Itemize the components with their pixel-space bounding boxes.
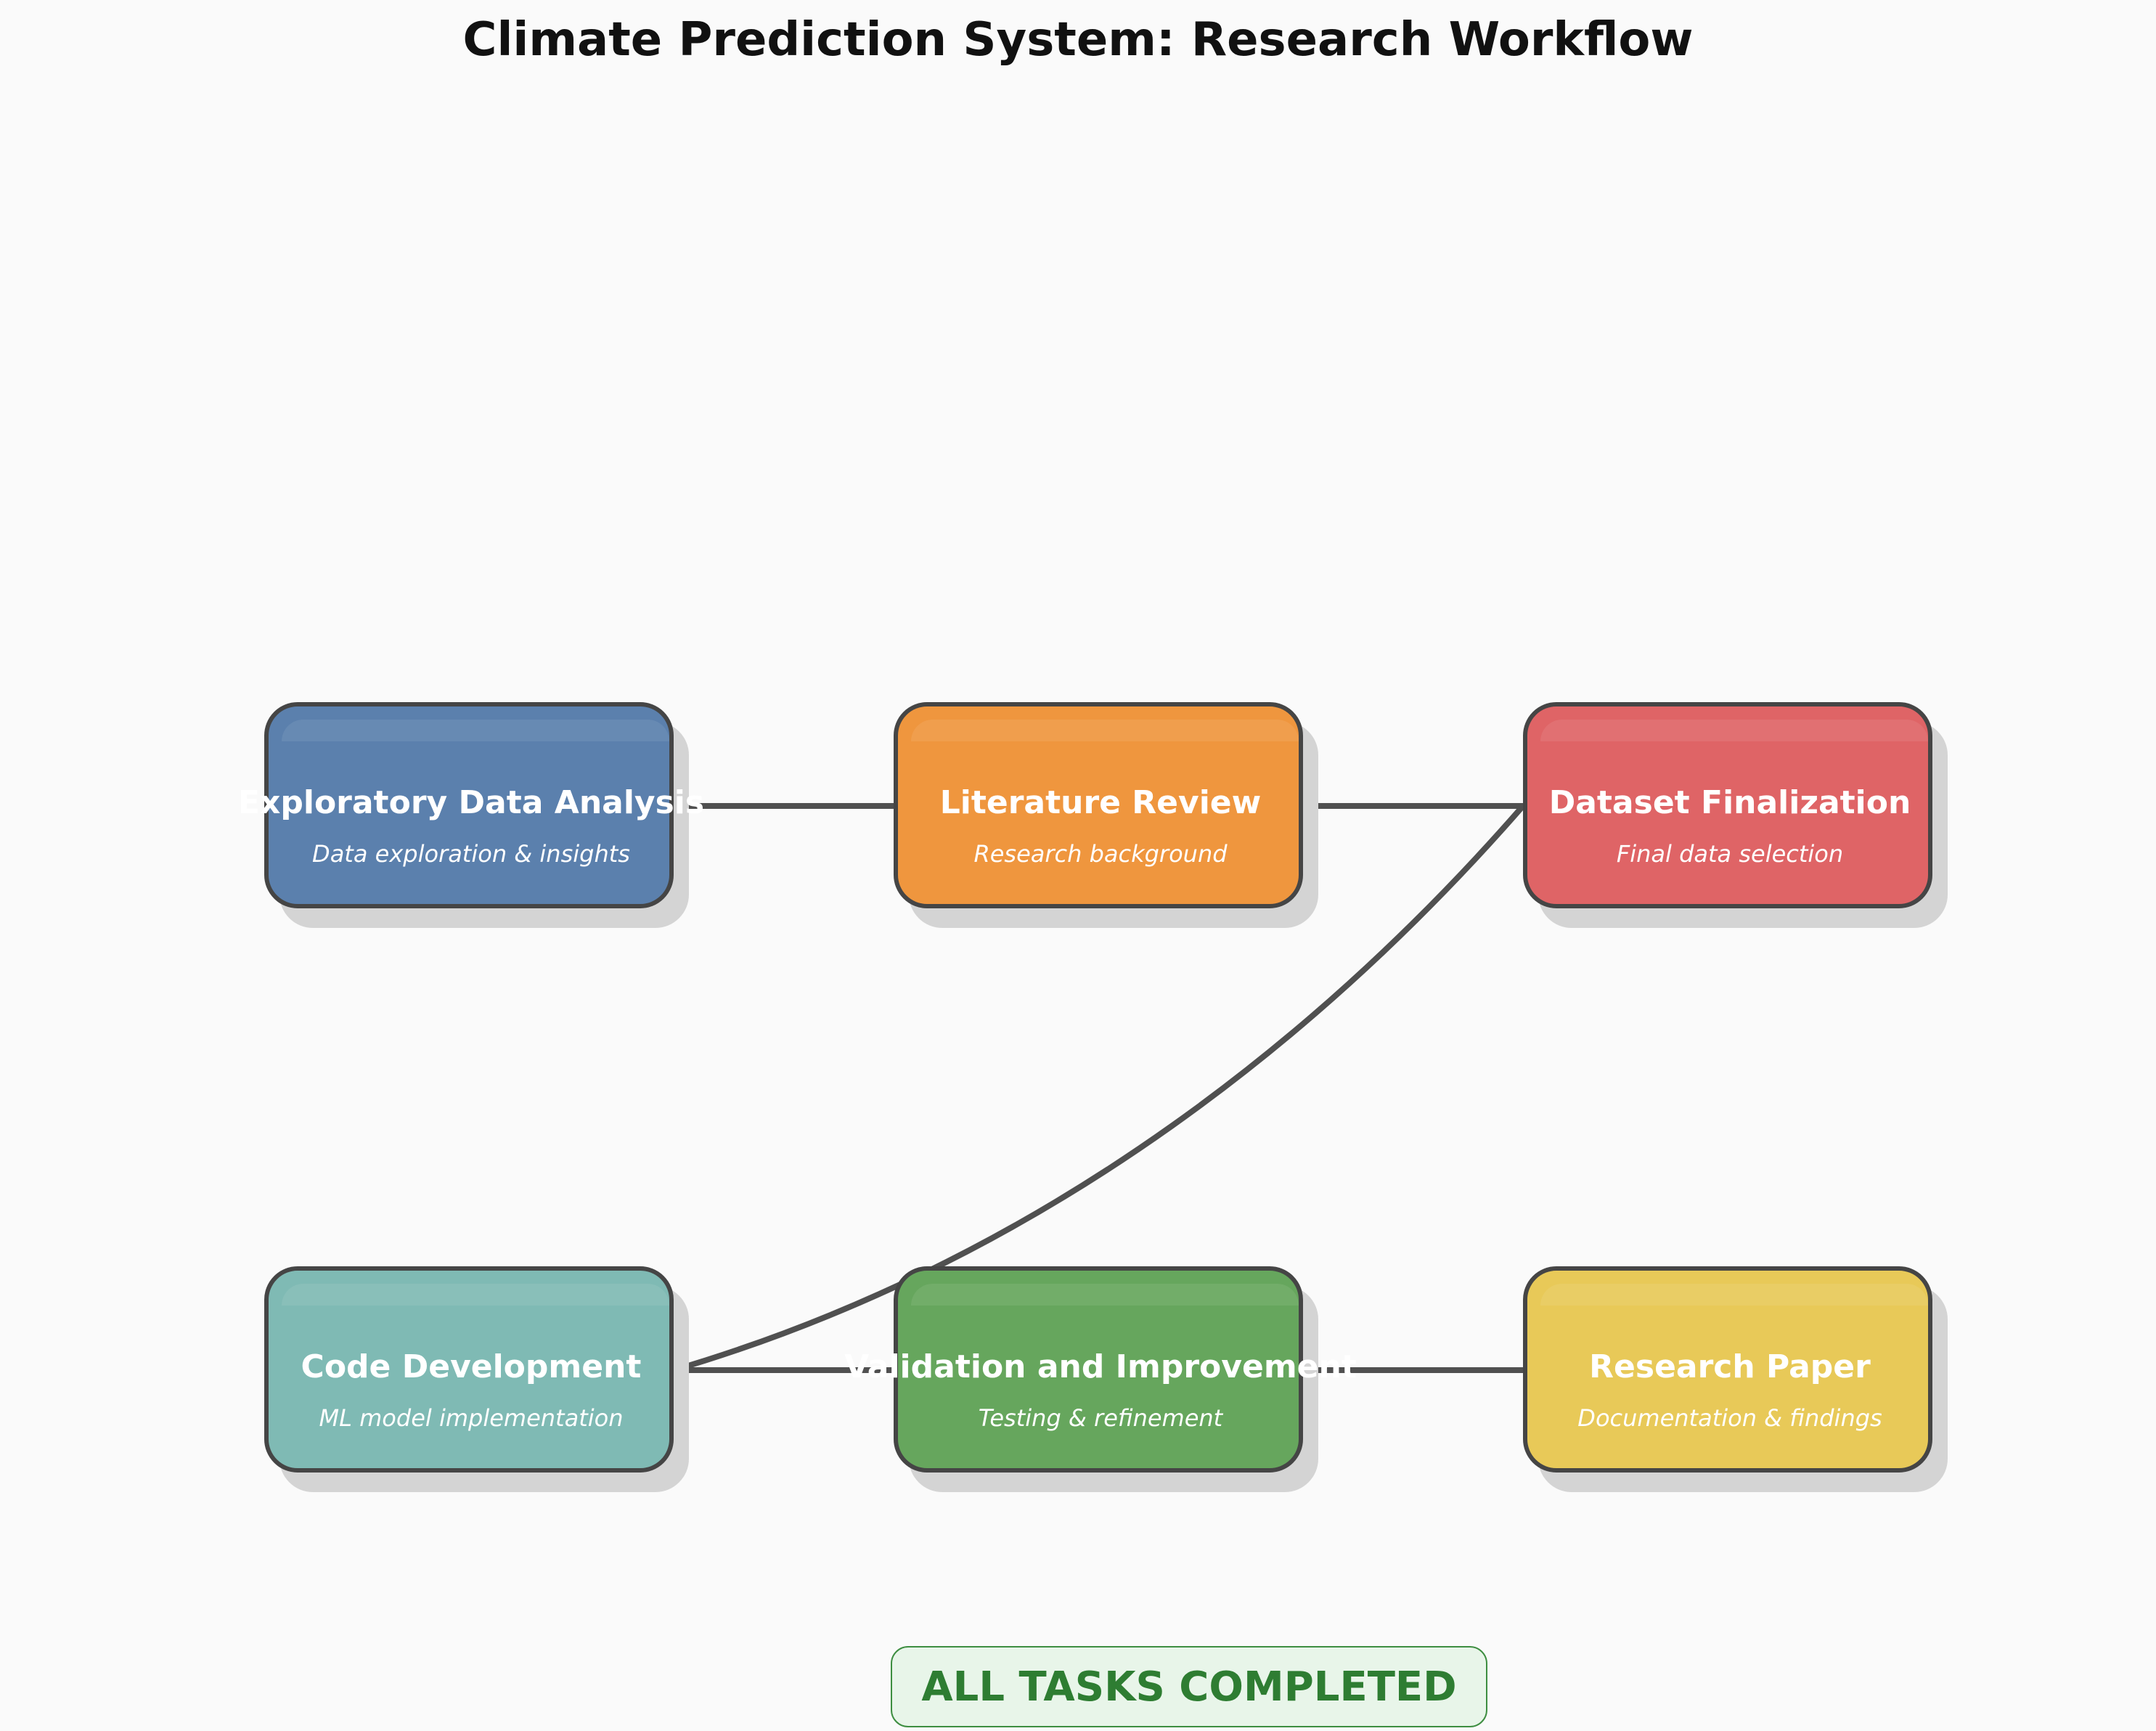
node-label-validation-and-improvement: Validation and Improvement (844, 1348, 1357, 1385)
node-research-paper (1523, 1266, 1932, 1473)
node-label-research-paper: Research Paper (1589, 1348, 1871, 1385)
node-sub-dataset-finalization: Final data selection (1616, 840, 1844, 868)
node-code-development (264, 1266, 674, 1473)
node-sub-validation-and-improvement: Testing & refinement (978, 1404, 1223, 1432)
node-label-code-development: Code Development (301, 1348, 642, 1385)
node-exploratory-data-analysis (264, 702, 674, 908)
node-label-literature-review: Literature Review (939, 784, 1262, 821)
node-literature-review (894, 702, 1303, 908)
node-validation-and-improvement (894, 1266, 1303, 1473)
connector-arrow (672, 804, 1526, 1373)
node-sub-exploratory-data-analysis: Data exploration & insights (312, 840, 630, 868)
node-sub-code-development: ML model implementation (319, 1404, 624, 1432)
node-dataset-finalization (1523, 702, 1932, 908)
status-banner: ALL TASKS COMPLETED (891, 1646, 1487, 1727)
node-sub-research-paper: Documentation & findings (1577, 1404, 1882, 1432)
diagram-title: Climate Prediction System: Research Work… (462, 13, 1694, 67)
node-sub-literature-review: Research background (973, 840, 1228, 868)
node-label-exploratory-data-analysis: Exploratory Data Analysis (237, 784, 705, 821)
node-label-dataset-finalization: Dataset Finalization (1548, 784, 1911, 821)
